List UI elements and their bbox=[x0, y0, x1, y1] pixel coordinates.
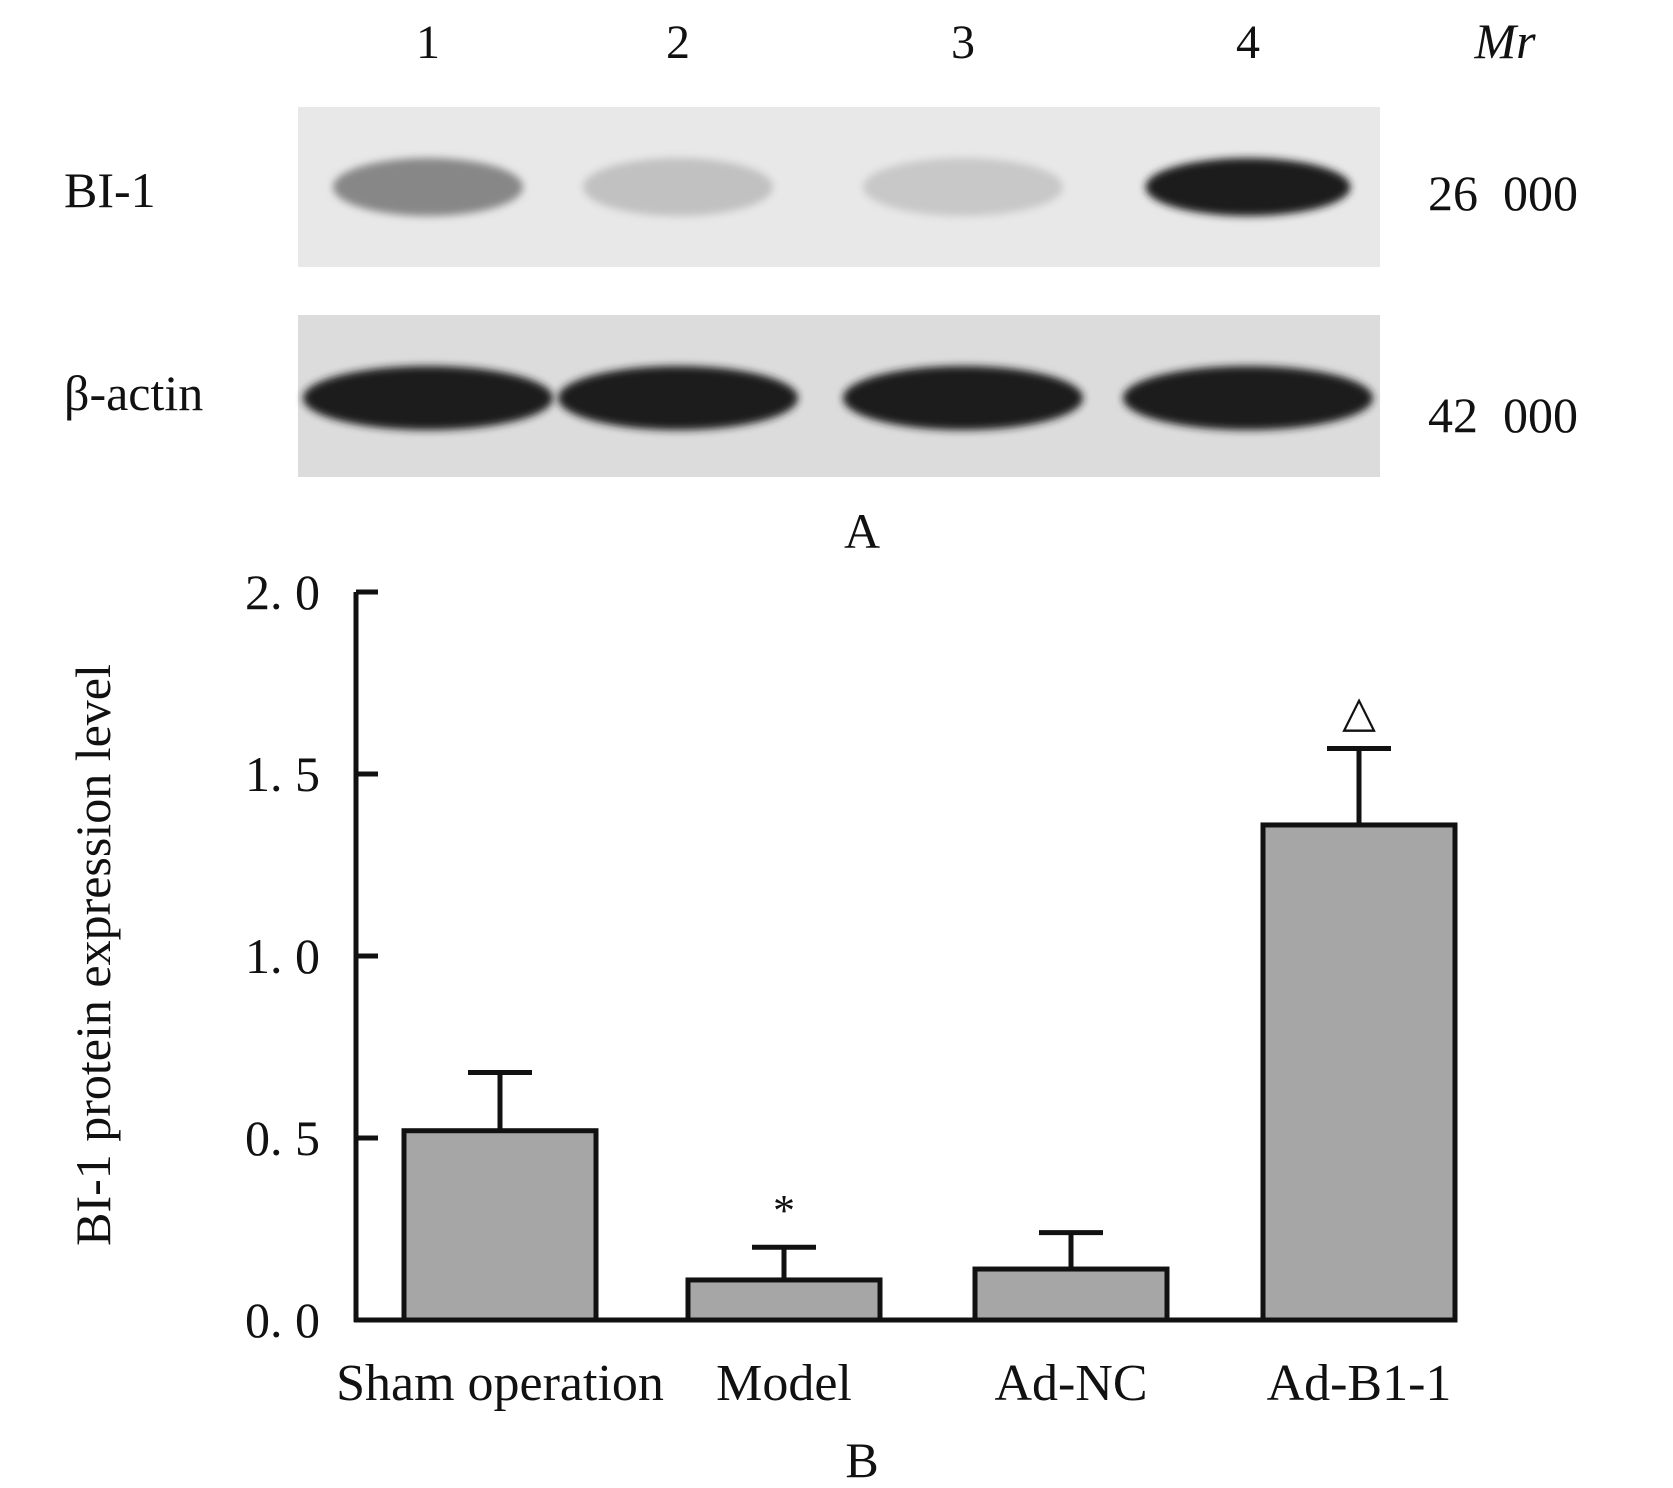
lane-number-4: 4 bbox=[1236, 16, 1260, 69]
significance-marker: * bbox=[773, 1186, 795, 1235]
bar-ad-nc bbox=[972, 1266, 1170, 1323]
y-tick-label: 2. 0 bbox=[245, 564, 320, 620]
x-tick-label: Sham operation bbox=[336, 1355, 664, 1412]
band-row-bi1 bbox=[333, 158, 1351, 216]
band-bi1-lane-2 bbox=[583, 158, 773, 216]
band-bi1-lane-1 bbox=[333, 158, 523, 216]
y-tick-label: 0. 0 bbox=[245, 1292, 320, 1348]
panel-b-label: B bbox=[845, 1432, 878, 1488]
band-bi1-lane-3 bbox=[863, 158, 1063, 216]
panel-a-label: A bbox=[844, 503, 880, 559]
lane-number-1: 1 bbox=[416, 16, 440, 69]
x-tick-label: Ad-NC bbox=[994, 1355, 1147, 1412]
band-beta-actin-lane-4 bbox=[1123, 366, 1373, 430]
y-axis-label: BI-1 protein expression level bbox=[65, 664, 121, 1246]
significance-marker: △ bbox=[1342, 688, 1376, 737]
lane-number-3: 3 bbox=[951, 16, 975, 69]
panel-b-chart: 0. 00. 51. 01. 52. 0 *△ Sham operation Mo… bbox=[65, 564, 1458, 1488]
band-beta-actin-lane-3 bbox=[843, 366, 1083, 430]
x-tick-label: Ad-B1-1 bbox=[1267, 1355, 1452, 1412]
bar-model bbox=[685, 1277, 883, 1323]
band-beta-actin-lane-1 bbox=[303, 366, 553, 430]
y-tick-label: 0. 5 bbox=[245, 1110, 320, 1166]
protein-label-beta-actin: β-actin bbox=[64, 365, 203, 421]
lane-number-2: 2 bbox=[666, 16, 690, 69]
y-tick-label: 1. 0 bbox=[245, 928, 320, 984]
mr-header: Mr bbox=[1473, 13, 1536, 69]
band-row-beta-actin bbox=[303, 366, 1373, 430]
y-axis-ticks: 0. 0 0. 5 1. 0 1. 5 2. 0 bbox=[245, 564, 378, 1348]
panel-a: 1 2 3 4 Mr BI-1 26 000 β-actin 42 000 A bbox=[64, 13, 1578, 559]
band-bi1-lane-4 bbox=[1145, 158, 1351, 216]
bars: *△ bbox=[401, 688, 1458, 1323]
bar-ad-b1-1 bbox=[1260, 822, 1458, 1323]
mr-label-bi1: 26 000 bbox=[1428, 165, 1578, 221]
x-axis-labels: Sham operation Model Ad-NC Ad-B1-1 bbox=[336, 1355, 1451, 1412]
protein-label-bi1: BI-1 bbox=[64, 162, 156, 218]
bar-sham-operation bbox=[401, 1128, 599, 1323]
y-tick-label: 1. 5 bbox=[245, 746, 320, 802]
mr-label-beta-actin: 42 000 bbox=[1428, 387, 1578, 443]
x-tick-label: Model bbox=[716, 1355, 852, 1412]
band-beta-actin-lane-2 bbox=[558, 366, 798, 430]
